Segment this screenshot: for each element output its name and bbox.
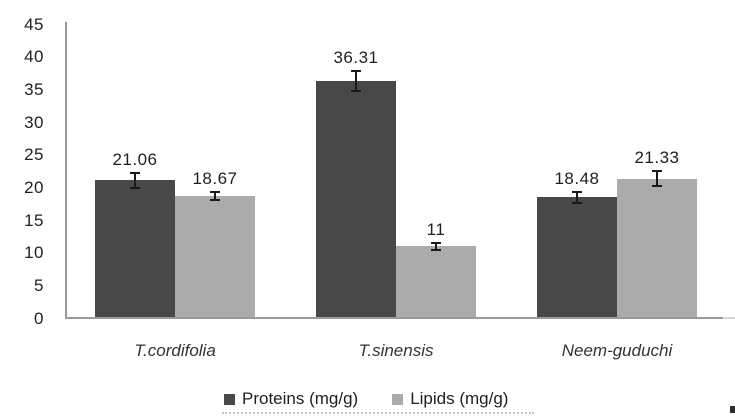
bar-lipids-t-cordifolia [175,196,255,317]
legend-swatch-icon [392,393,404,405]
category-label-t-sinensis: T.sinensis [358,341,434,360]
value-label: 21.06 [112,150,158,169]
x-axis-extension-dash [723,317,735,319]
bar-proteins-t-cordifolia [95,180,175,317]
y-tick-label-20: 20 [24,178,44,197]
legend-underline [222,412,534,414]
error-bar [210,190,220,202]
error-bar [351,69,361,92]
error-bar [431,241,441,251]
y-tick-label-25: 25 [24,145,44,164]
stray-mark [730,406,735,413]
bar-lipids-neem-guduchi [617,178,697,317]
legend-label: Proteins (mg/g) [242,389,359,408]
value-label: 11 [426,220,446,239]
category-label-t-cordifolia: T.cordifolia [134,341,216,360]
error-bar [572,190,582,204]
y-tick-label-10: 10 [24,243,44,262]
chart-legend: Proteins (mg/g) Lipids (mg/g) [224,390,508,408]
value-label: 21.33 [634,148,680,167]
value-label: 18.67 [192,169,238,188]
y-tick-label-35: 35 [24,80,44,99]
y-tick-label-15: 15 [24,211,44,230]
error-bar [130,171,140,189]
legend-item-proteins: Proteins (mg/g) [224,390,358,408]
bar-proteins-neem-guduchi [537,197,617,317]
value-label: 36.31 [333,48,379,67]
error-bar [652,170,662,188]
y-tick-label-0: 0 [34,309,44,328]
value-label: 18.48 [554,169,600,188]
y-tick-label-5: 5 [34,276,44,295]
bar-lipids-t-sinensis [396,246,476,317]
bar-proteins-t-sinensis [316,80,396,317]
y-tick-label-40: 40 [24,47,44,66]
x-axis-line [65,317,723,319]
y-tick-label-30: 30 [24,113,44,132]
legend-label: Lipids (mg/g) [410,389,509,408]
y-axis-line [65,22,67,318]
category-label-neem-guduchi: Neem-guduchi [561,341,673,360]
legend-item-lipids: Lipids (mg/g) [392,390,508,408]
y-tick-label-45: 45 [24,15,44,34]
legend-swatch-icon [224,393,235,405]
